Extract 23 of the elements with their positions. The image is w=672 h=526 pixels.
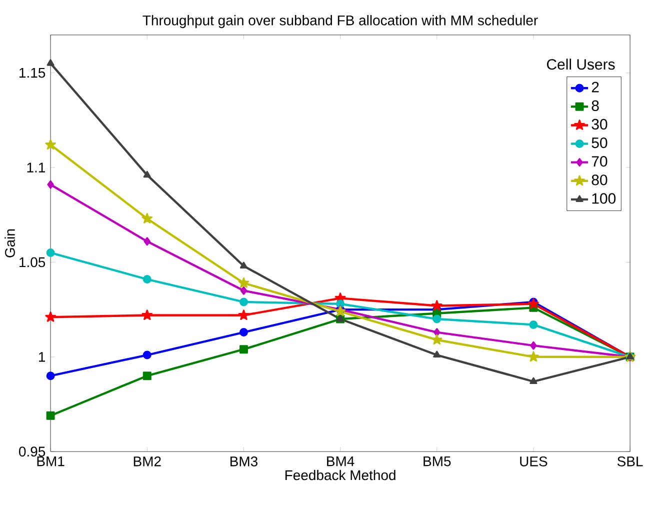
y-tick-label: 1.1 — [27, 162, 46, 173]
y-tick-label: 1.05 — [20, 257, 46, 268]
y-tick-label: 0.95 — [19, 446, 46, 457]
legend-label: 30 — [592, 119, 608, 130]
x-tick-label: BM2 — [134, 456, 161, 466]
y-axis-title: Gain — [4, 230, 15, 258]
legend-label: 50 — [592, 138, 608, 148]
legend-label: 70 — [592, 156, 608, 167]
x-tick-label: BM3 — [230, 456, 258, 467]
legend-label: 80 — [592, 174, 608, 186]
x-tick-label: BM4 — [327, 456, 354, 466]
y-tick-label: 1 — [38, 352, 46, 362]
x-tick-label: BM1 — [37, 456, 64, 466]
legend-label: 2 — [592, 82, 599, 93]
x-axis-title: Feedback Method — [285, 470, 396, 480]
chart-title: Throughput gain over subband FB allocation with MM scheduler — [142, 15, 538, 28]
legend-label: 8 — [592, 100, 599, 112]
legend-label: 100 — [592, 193, 616, 204]
x-tick-label: BM5 — [424, 456, 451, 466]
x-tick-label: SBL — [617, 456, 643, 467]
legend-title: Cell Users — [546, 58, 615, 70]
y-tick-label: 1.15 — [20, 68, 46, 78]
x-tick-label: UES — [520, 456, 548, 467]
